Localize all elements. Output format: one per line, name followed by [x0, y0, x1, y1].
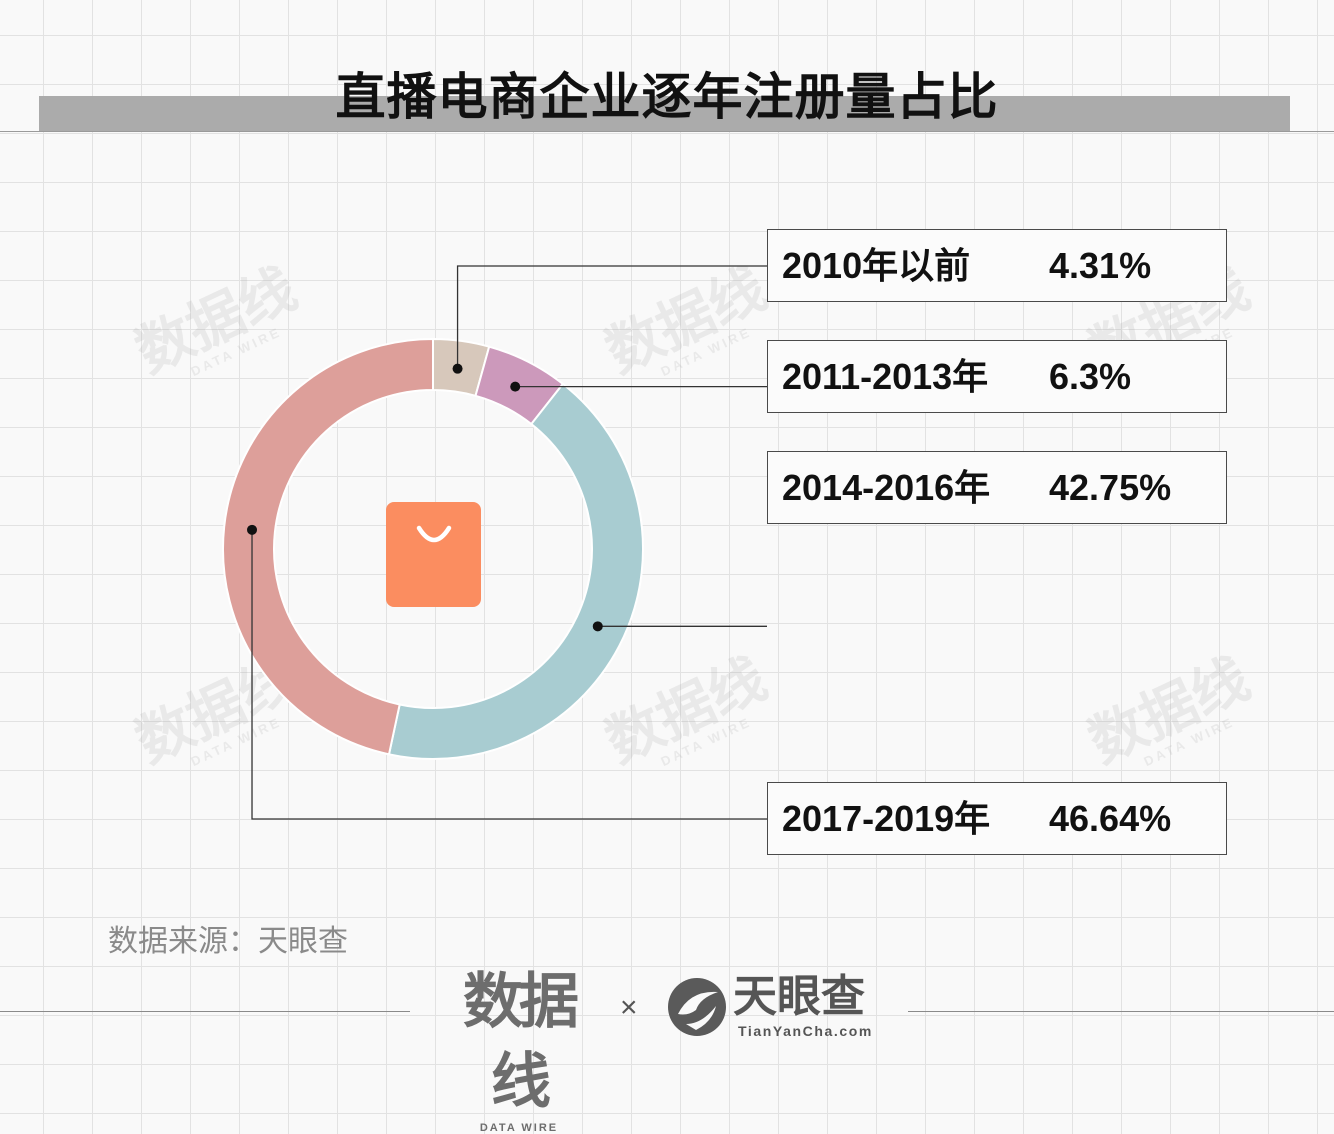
value-label: 6.3% [1049, 356, 1132, 397]
category-label: 2011-2013年 [782, 356, 989, 397]
category-label: 2014-2016年 [782, 467, 991, 508]
donut-chart [222, 265, 767, 820]
title-rule [0, 131, 1334, 132]
legend-box-2: 2014-2016年 42.75% [767, 451, 1227, 524]
category-label: 2017-2019年 [782, 798, 991, 839]
footer-rule [908, 1011, 1334, 1012]
title-band [39, 96, 1290, 131]
value-label: 42.75% [1049, 467, 1172, 508]
legend-box-1: 2011-2013年 6.3% [767, 340, 1227, 413]
tianyancha-logo-icon [668, 978, 726, 1036]
shopping-bag-icon [386, 502, 481, 607]
leader-line-3 [251, 529, 767, 820]
data-source: 数据来源：天眼查 [108, 925, 348, 958]
times-sign: × [620, 991, 638, 1024]
legend-box-3: 2017-2019年 46.64% [767, 782, 1227, 855]
category-label: 2010年以前 [782, 245, 971, 286]
tianyancha-url: TianYanCha.com [738, 1023, 873, 1039]
chart-title: 直播电商企业逐年注册量占比 [335, 69, 999, 125]
value-label: 46.64% [1049, 798, 1172, 839]
footer-rule [0, 1011, 410, 1012]
donut-slice-3 [222, 337, 434, 756]
datawire-logo: 数据线 DATA WIRE [463, 968, 579, 1134]
leader-dot-2 [592, 621, 603, 632]
leader-dot-0 [452, 363, 463, 374]
tianyancha-brand: 天眼查 [733, 972, 865, 1021]
donut-slice-2 [387, 382, 644, 760]
leader-line-0 [456, 265, 767, 369]
value-label: 4.31% [1049, 245, 1152, 286]
leader-dot-3 [247, 524, 258, 535]
legend-box-0: 2010年以前 4.31% [767, 229, 1227, 302]
leader-dot-1 [510, 381, 521, 392]
